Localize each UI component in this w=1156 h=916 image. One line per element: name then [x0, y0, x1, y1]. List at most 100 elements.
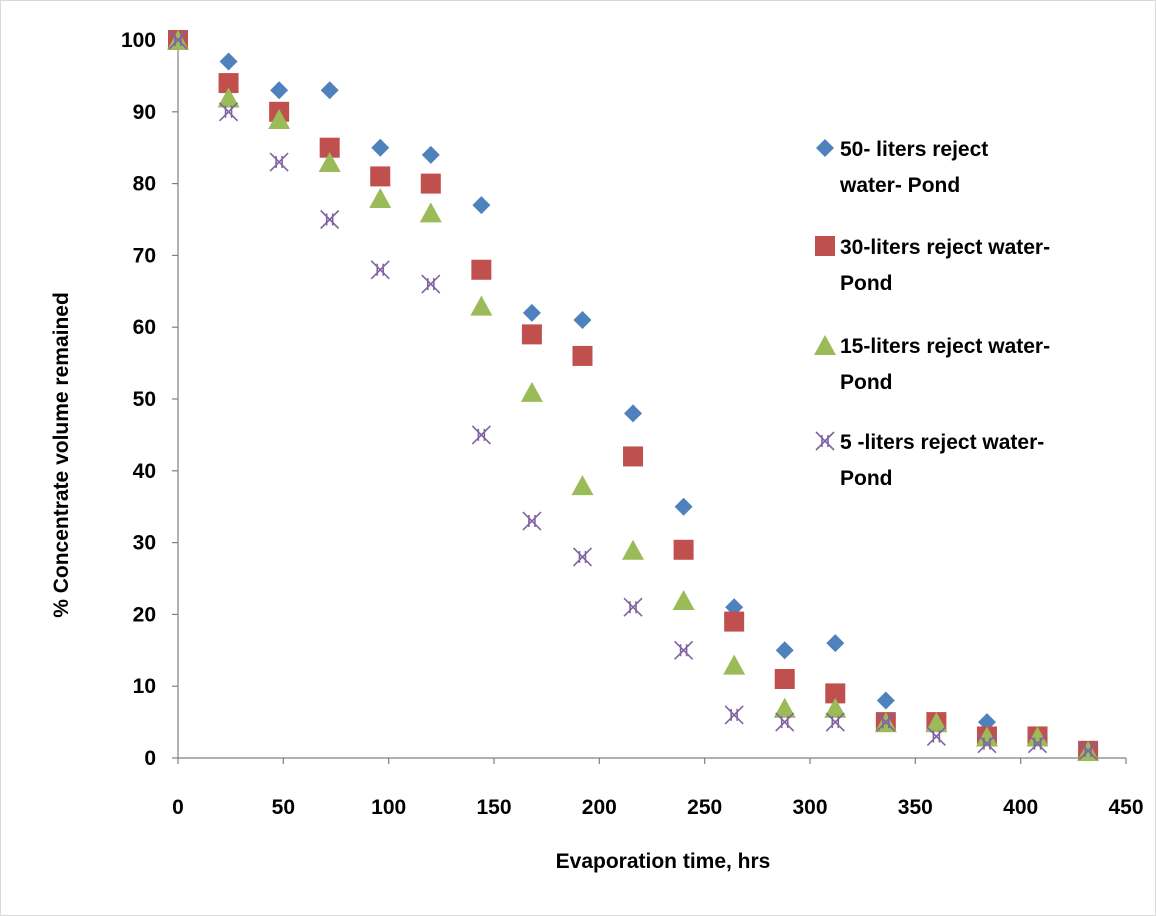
y-tick-label: 50 [133, 388, 156, 411]
x-tick-label: 150 [476, 796, 511, 819]
y-tick-label: 70 [133, 244, 156, 267]
legend-marker [815, 236, 835, 256]
data-point [370, 260, 390, 280]
data-point [419, 202, 442, 223]
x-tick-label: 200 [582, 796, 617, 819]
data-point [925, 712, 948, 733]
y-tick-label: 80 [133, 173, 156, 196]
data-point [977, 734, 997, 754]
y-tick-label: 0 [144, 747, 156, 770]
legend-marker [816, 139, 834, 157]
data-point [522, 303, 541, 322]
data-point [774, 669, 795, 690]
data-point [775, 712, 795, 732]
data-point [471, 425, 491, 445]
data-point [1026, 726, 1049, 747]
data-point [624, 404, 643, 423]
data-point [320, 81, 339, 100]
y-tick-label: 20 [133, 603, 156, 626]
data-point [622, 539, 645, 560]
legend-label: Pond [840, 467, 893, 490]
data-points [167, 30, 1100, 761]
data-point [320, 209, 340, 230]
data-point [573, 311, 592, 330]
data-point [975, 726, 998, 747]
data-point [926, 726, 946, 747]
y-axis-title: % Concentrate volume remained [50, 292, 73, 618]
x-tick-label: 100 [371, 796, 406, 819]
data-point [674, 640, 694, 660]
data-point [825, 712, 845, 732]
data-point [270, 81, 289, 100]
data-point [572, 345, 593, 366]
data-point [571, 475, 594, 496]
data-point [268, 108, 291, 129]
series-3 [168, 30, 1098, 761]
x-tick-label: 250 [687, 796, 722, 819]
data-point [522, 511, 542, 531]
x-tick-label: 300 [792, 796, 827, 819]
y-tick-label: 90 [133, 101, 156, 124]
data-point [724, 611, 745, 632]
data-point [876, 691, 895, 710]
data-point [219, 52, 238, 71]
legend-label: Pond [840, 371, 893, 394]
data-point [370, 166, 391, 187]
x-tick-label: 350 [898, 796, 933, 819]
y-tick-label: 10 [133, 675, 156, 698]
data-point [724, 705, 744, 725]
data-point [1078, 741, 1098, 761]
data-point [723, 654, 746, 675]
legend-label: 15-liters reject water- [840, 335, 1050, 358]
data-point [471, 259, 492, 280]
data-point [674, 497, 693, 516]
data-point [520, 381, 543, 402]
data-point [472, 196, 491, 215]
data-point [876, 712, 896, 732]
data-point [318, 152, 341, 173]
tick-labels: 0 10 20 30 40 50 60 70 80 90 100 0 50 100 150 200 250 300… [121, 29, 1144, 819]
data-point [421, 145, 440, 164]
data-point [672, 590, 695, 611]
data-point [673, 539, 694, 560]
x-tick-label: 50 [272, 796, 295, 819]
legend-marker [815, 431, 835, 451]
x-axis-title: Evaporation time, hrs [556, 850, 771, 873]
data-point [623, 446, 644, 467]
data-point [623, 597, 643, 617]
data-point [521, 324, 542, 345]
data-point [168, 30, 188, 50]
data-point [420, 173, 441, 194]
y-tick-label: 30 [133, 532, 156, 555]
data-point [572, 547, 593, 567]
axes [172, 34, 1127, 764]
x-tick-label: 400 [1003, 796, 1038, 819]
data-point [824, 697, 847, 718]
data-point [826, 634, 845, 653]
data-point [319, 137, 340, 158]
data-point [371, 138, 390, 157]
data-point [825, 683, 846, 704]
legend-label: water- Pond [839, 174, 960, 197]
legend-label: 5 -liters reject water- [840, 431, 1044, 454]
legend-label: 30-liters reject water- [840, 236, 1050, 259]
legend-label: 50- liters reject [840, 138, 988, 161]
legend-label: Pond [840, 272, 893, 295]
data-point [773, 697, 796, 718]
data-point [217, 87, 240, 108]
data-point [269, 152, 289, 172]
data-point [470, 295, 493, 316]
y-tick-label: 40 [133, 460, 156, 483]
data-point [1027, 734, 1048, 754]
data-point [218, 102, 239, 122]
legend-marker [814, 335, 836, 355]
x-tick-label: 0 [172, 796, 184, 819]
data-point [775, 641, 794, 660]
data-point [421, 274, 441, 294]
data-point [218, 73, 239, 94]
data-point [369, 187, 392, 208]
x-tick-label: 450 [1108, 796, 1143, 819]
y-tick-label: 60 [133, 316, 156, 339]
